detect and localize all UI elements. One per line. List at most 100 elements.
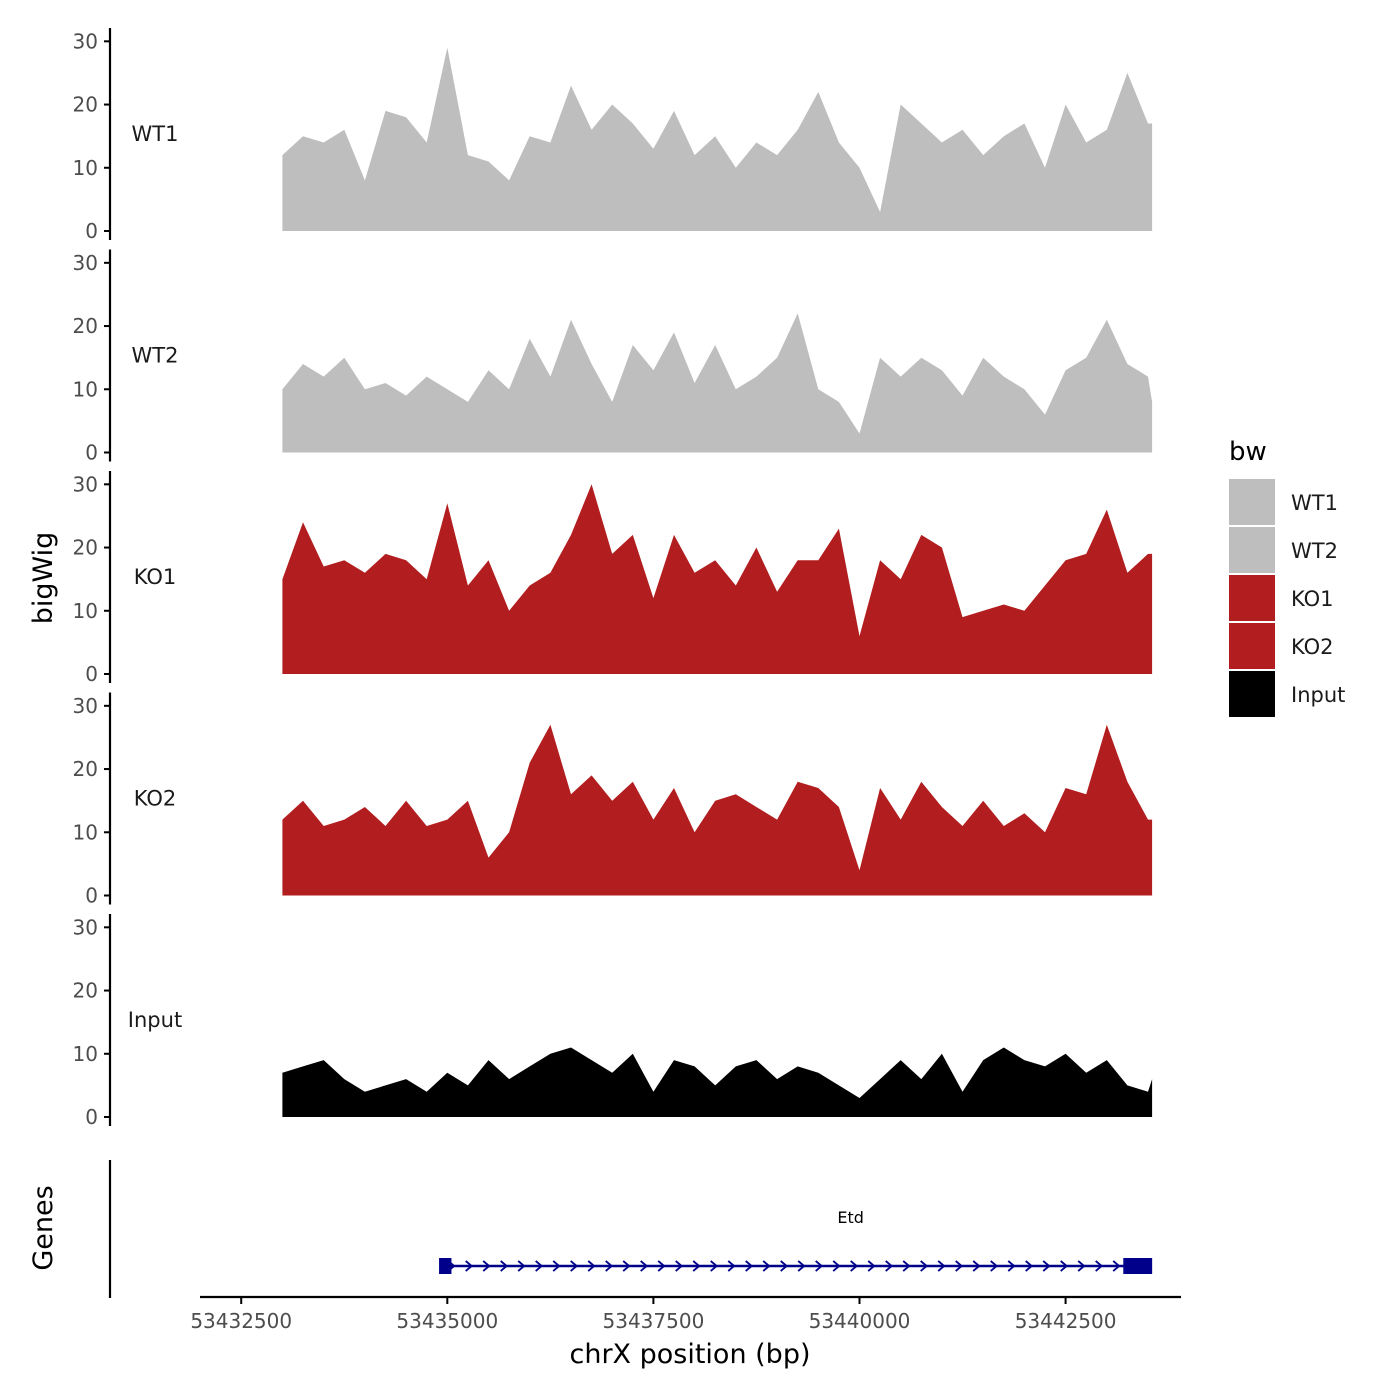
strand-arrow	[640, 1260, 649, 1272]
strand-arrow	[955, 1260, 964, 1272]
legend-entry-input: Input	[1229, 671, 1345, 717]
legend-swatch-wt1	[1229, 479, 1275, 525]
y-tick-label: 10	[73, 377, 98, 401]
strand-arrow	[657, 1260, 666, 1272]
strand-arrow	[885, 1260, 894, 1272]
strand-arrow	[815, 1260, 824, 1272]
tracks-layer: 0 10 20 30 WT1 0 10 20 30 WT2 0 10 20 30 KO1 0 10 20 30 KO2…	[73, 28, 1153, 1129]
strand-arrow	[675, 1260, 684, 1272]
strand-arrow	[1077, 1260, 1086, 1272]
y-tick-label: 30	[73, 694, 98, 718]
area-ko2	[282, 724, 1153, 896]
area-wt2	[282, 313, 1153, 453]
track-label-wt2: WT2	[132, 344, 179, 368]
y-tick-label: 0	[85, 662, 98, 686]
x-axis-title: chrX position (bp)	[569, 1339, 810, 1370]
strand-arrow	[937, 1260, 946, 1272]
y-tick-label: 0	[85, 1105, 98, 1129]
strand-arrow	[552, 1260, 561, 1272]
strand-arrow	[762, 1260, 771, 1272]
strand-arrow	[780, 1260, 789, 1272]
y-tick-label: 30	[73, 472, 98, 496]
track-ko2: 0 10 20 30 KO2	[73, 692, 1153, 908]
track-wt1: 0 10 20 30 WT1	[73, 28, 1153, 243]
legend-label-ko1: KO1	[1291, 587, 1334, 611]
strand-arrow	[850, 1260, 859, 1272]
y-tick-label: 10	[73, 599, 98, 623]
strand-arrow	[587, 1260, 596, 1272]
strand-arrow	[622, 1260, 631, 1272]
y-tick-label: 20	[73, 979, 98, 1003]
strand-arrow	[797, 1260, 806, 1272]
x-tick-label: 53432500	[190, 1309, 292, 1333]
legend-label-wt1: WT1	[1291, 491, 1338, 515]
area-ko1	[282, 484, 1153, 674]
track-label-input: Input	[128, 1008, 182, 1032]
track-label-wt1: WT1	[132, 122, 179, 146]
y-tick-label: 20	[73, 314, 98, 338]
y-tick-label: 0	[85, 441, 98, 465]
legend-swatch-ko2	[1229, 623, 1275, 669]
strand-arrow	[1095, 1260, 1104, 1272]
strand-arrow	[1112, 1260, 1121, 1272]
strand-arrow	[1042, 1260, 1051, 1272]
y-tick-label: 30	[73, 915, 98, 939]
gene-exon	[439, 1258, 452, 1274]
strand-arrow	[990, 1260, 999, 1272]
strand-arrow	[727, 1260, 736, 1272]
legend: bw WT1 WT2 KO1 KO2 Input	[1229, 437, 1345, 717]
gene-exon	[1123, 1258, 1153, 1274]
y-tick-label: 20	[73, 757, 98, 781]
strand-arrow	[535, 1260, 544, 1272]
track-label-ko2: KO2	[134, 787, 177, 811]
x-tick-label: 53435000	[396, 1309, 498, 1333]
strand-arrow	[605, 1260, 614, 1272]
track-wt2: 0 10 20 30 WT2	[73, 249, 1153, 465]
strand-arrow	[710, 1260, 719, 1272]
legend-swatch-wt2	[1229, 527, 1275, 573]
strand-arrow	[517, 1260, 526, 1272]
strand-arrow	[902, 1260, 911, 1272]
strand-arrow	[972, 1260, 981, 1272]
legend-entry-wt1: WT1	[1229, 479, 1338, 525]
genes-axis-title: Genes	[28, 1185, 59, 1270]
strand-arrow	[1025, 1260, 1034, 1272]
y-tick-label: 30	[73, 251, 98, 275]
y-tick-label: 10	[73, 1042, 98, 1066]
area-input	[282, 1047, 1153, 1117]
y-axis-title: bigWig	[28, 532, 59, 625]
legend-label-input: Input	[1291, 683, 1345, 707]
y-tick-label: 0	[85, 884, 98, 908]
y-tick-label: 10	[73, 156, 98, 180]
strand-arrow	[745, 1260, 754, 1272]
legend-swatch-ko1	[1229, 575, 1275, 621]
y-tick-label: 0	[85, 219, 98, 243]
strand-arrow	[570, 1260, 579, 1272]
legend-label-ko2: KO2	[1291, 635, 1334, 659]
legend-swatch-input	[1229, 671, 1275, 717]
track-ko1: 0 10 20 30 KO1	[73, 471, 1153, 686]
legend-entry-wt2: WT2	[1229, 527, 1338, 573]
strand-arrow	[692, 1260, 701, 1272]
x-tick-label: 53440000	[809, 1309, 911, 1333]
strand-arrow	[920, 1260, 929, 1272]
area-wt1	[282, 47, 1153, 231]
legend-title: bw	[1229, 437, 1267, 467]
strand-arrow	[1007, 1260, 1016, 1272]
strand-arrow	[465, 1260, 474, 1272]
strand-arrow	[832, 1260, 841, 1272]
strand-arrow	[500, 1260, 509, 1272]
gene-etd: Etd	[439, 1208, 1153, 1274]
y-tick-label: 20	[73, 93, 98, 117]
strand-arrow	[1060, 1260, 1069, 1272]
x-axis: 53432500 53435000 53437500 53440000 53442500	[190, 1295, 1181, 1333]
legend-entry-ko1: KO1	[1229, 575, 1334, 621]
gene-label-etd: Etd	[837, 1208, 864, 1227]
y-tick-label: 30	[73, 29, 98, 53]
gene-panel: Etd	[108, 1160, 1153, 1298]
strand-arrow	[482, 1260, 491, 1272]
track-label-ko1: KO1	[134, 565, 177, 589]
strand-arrow	[867, 1260, 876, 1272]
legend-entry-ko2: KO2	[1229, 623, 1334, 669]
